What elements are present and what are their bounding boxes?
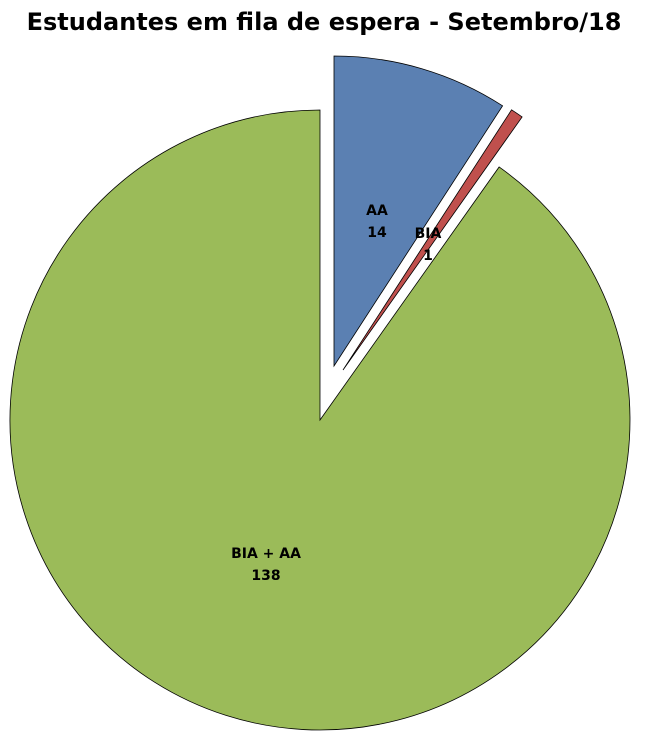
chart-title: Estudantes em fila de espera - Setembro/… [26,8,622,36]
data-label-name: BIA + AA [231,546,301,562]
data-label-value: 14 [367,225,387,241]
pie-slice-aa [333,55,504,368]
data-label-name: AA [366,203,388,219]
pie-slice-bia-aa [9,109,631,731]
data-label-value: 1 [423,248,433,264]
pie-slice-bia [342,109,523,371]
data-label-name: BIA [415,226,442,242]
data-label-value: 138 [251,568,280,584]
